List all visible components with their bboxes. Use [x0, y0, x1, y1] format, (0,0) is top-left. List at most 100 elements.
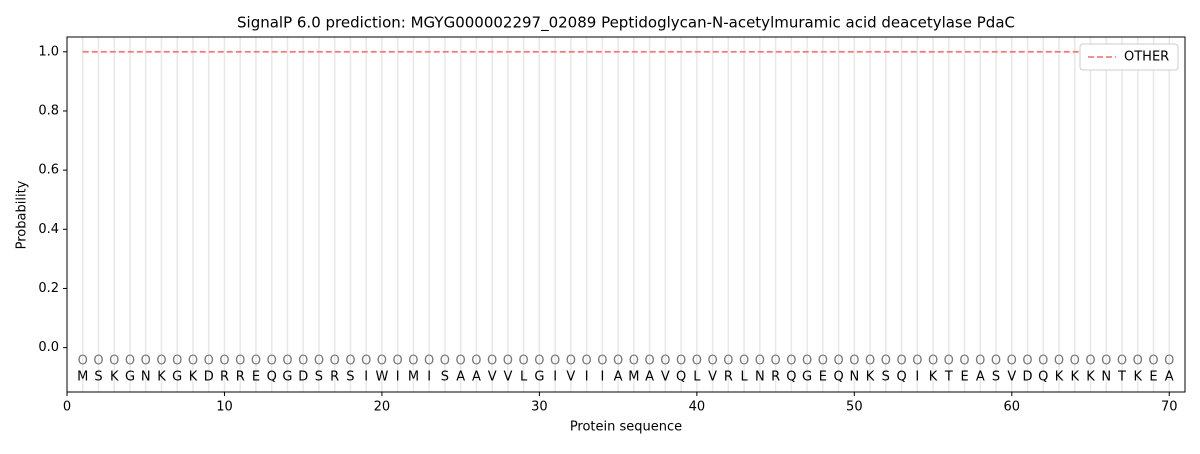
state-label: O [408, 354, 418, 369]
state-label: O [188, 354, 198, 369]
residue-label: K [1055, 370, 1064, 385]
state-label: O [833, 354, 843, 369]
state-label: O [109, 354, 119, 369]
residue-label: V [1007, 370, 1016, 385]
residue-label: Q [267, 370, 277, 385]
x-tick-label: 50 [846, 400, 863, 415]
state-label: O [676, 354, 686, 369]
residue-label: V [661, 370, 670, 385]
residue-label: I [585, 370, 589, 385]
state-label: O [802, 354, 812, 369]
state-label: O [582, 354, 592, 369]
residue-label: L [740, 370, 748, 385]
state-label: O [755, 354, 765, 369]
residue-label: G [172, 370, 182, 385]
state-label: O [912, 354, 922, 369]
state-label: O [377, 354, 387, 369]
state-label: O [1038, 354, 1048, 369]
state-label: O [770, 354, 780, 369]
state-label: O [456, 354, 466, 369]
residue-label: D [298, 370, 308, 385]
state-label: O [550, 354, 560, 369]
x-tick-label: 0 [63, 400, 71, 415]
residue-label: I [427, 370, 431, 385]
y-tick-label: 0.8 [38, 103, 59, 118]
residue-label: Q [896, 370, 906, 385]
residue-label: M [408, 370, 419, 385]
state-label: O [865, 354, 875, 369]
residue-label: E [819, 370, 827, 385]
residue-label: S [346, 370, 354, 385]
residue-label: R [330, 370, 339, 385]
y-tick-label: 1.0 [38, 44, 59, 59]
state-label: O [267, 354, 277, 369]
residue-label: T [1117, 370, 1126, 385]
state-label: O [1133, 354, 1143, 369]
state-label: O [739, 354, 749, 369]
residue-label: Q [786, 370, 796, 385]
x-tick-label: 60 [1004, 400, 1021, 415]
state-label: O [1117, 354, 1127, 369]
state-label: O [896, 354, 906, 369]
state-label: O [629, 354, 639, 369]
state-label: O [1070, 354, 1080, 369]
residue-label: A [976, 370, 985, 385]
state-label: O [692, 354, 702, 369]
state-label: O [1148, 354, 1158, 369]
state-label: O [928, 354, 938, 369]
state-label: O [487, 354, 497, 369]
residue-label: D [204, 370, 214, 385]
residue-label: E [252, 370, 260, 385]
state-label: O [1101, 354, 1111, 369]
legend-label: OTHER [1124, 50, 1169, 65]
state-label: O [849, 354, 859, 369]
state-label: O [597, 354, 607, 369]
residue-label: K [157, 370, 166, 385]
residue-label: Q [676, 370, 686, 385]
state-label: O [1164, 354, 1174, 369]
state-label: O [361, 354, 371, 369]
state-label: O [125, 354, 135, 369]
y-tick-label: 0.6 [38, 163, 59, 178]
residue-label: L [520, 370, 528, 385]
residue-label: G [125, 370, 135, 385]
state-label: O [314, 354, 324, 369]
residue-label: A [1165, 370, 1174, 385]
residue-label: A [472, 370, 481, 385]
residue-label: N [1101, 370, 1111, 385]
residue-label: Q [1038, 370, 1048, 385]
state-label: O [1007, 354, 1017, 369]
state-label: O [440, 354, 450, 369]
state-label: O [991, 354, 1001, 369]
state-label: O [534, 354, 544, 369]
residue-label: K [866, 370, 875, 385]
residue-label: K [929, 370, 938, 385]
residue-label: I [364, 370, 368, 385]
residue-label: S [992, 370, 1000, 385]
x-axis-label: Protein sequence [570, 420, 682, 435]
residue-label: R [236, 370, 245, 385]
residue-label: N [755, 370, 765, 385]
x-tick-label: 40 [689, 400, 706, 415]
plot-frame [66, 36, 1186, 393]
state-label: O [424, 354, 434, 369]
residue-label: R [220, 370, 229, 385]
state-label: O [975, 354, 985, 369]
residue-label: E [1149, 370, 1157, 385]
state-label: O [345, 354, 355, 369]
state-label: O [566, 354, 576, 369]
residue-label: S [441, 370, 449, 385]
state-label: O [172, 354, 182, 369]
x-tick-label: 10 [216, 400, 233, 415]
residue-label: E [960, 370, 968, 385]
residue-label: A [645, 370, 654, 385]
residue-label: A [456, 370, 465, 385]
state-label: O [1054, 354, 1064, 369]
state-label: O [282, 354, 292, 369]
state-label: O [707, 354, 717, 369]
state-label: O [645, 354, 655, 369]
state-label: O [519, 354, 529, 369]
residue-label: V [566, 370, 575, 385]
